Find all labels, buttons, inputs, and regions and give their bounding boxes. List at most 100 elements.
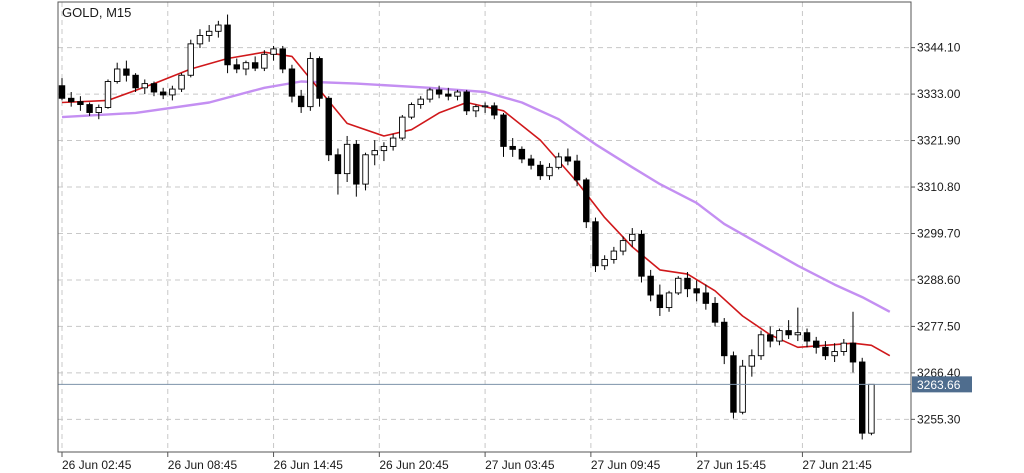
candle (196, 29, 204, 49)
candle-body (113, 68, 121, 82)
candle (141, 79, 148, 95)
candle-body (546, 166, 553, 177)
candle (803, 328, 811, 348)
candle (270, 45, 277, 61)
candle-body (454, 91, 461, 97)
candle-body (380, 145, 388, 152)
candle (132, 73, 139, 92)
candle (500, 112, 507, 157)
candle (527, 154, 535, 170)
candle-body (224, 24, 231, 66)
candle-body (583, 179, 590, 223)
ma-slow-line (61, 80, 891, 313)
candle-body (619, 240, 627, 252)
moving-averages (61, 51, 891, 357)
time-tick-label: 27 Jun 15:45 (697, 458, 767, 472)
candle-body (445, 93, 452, 97)
candle-body (610, 250, 618, 260)
candle (123, 60, 130, 82)
candle-body (408, 104, 415, 118)
candle-body (748, 355, 756, 367)
candle-body (757, 334, 765, 357)
candle-body (491, 105, 498, 116)
candle-body (776, 330, 783, 342)
candlesticks (58, 14, 875, 440)
candle (343, 135, 351, 182)
candle (187, 39, 194, 78)
candle (638, 230, 645, 283)
time-tick-label: 27 Jun 21:45 (802, 458, 872, 472)
candle-body (251, 62, 259, 69)
candle (159, 87, 167, 100)
candle-body (803, 332, 811, 342)
time-tick-label: 26 Jun 08:45 (168, 458, 238, 472)
candle-body (178, 74, 185, 90)
candle (518, 146, 526, 164)
candle (481, 102, 489, 113)
candle-body (288, 68, 296, 97)
candle-body (573, 160, 581, 181)
candle-body (77, 101, 84, 106)
candle-body (500, 114, 507, 147)
price-axis[interactable]: 3344.10 3333.00 3321.90 3310.80 3299.70 3288.… (911, 41, 972, 427)
candle-body (601, 258, 608, 267)
candle-body (656, 294, 664, 309)
candle (730, 351, 737, 419)
candle-body (132, 74, 139, 89)
price-tick-label: 3321.90 (917, 134, 961, 148)
candle-body (353, 143, 360, 185)
candle (748, 349, 756, 377)
chart-title: GOLD, M15 (62, 5, 131, 20)
candle-body (592, 221, 599, 267)
time-axis[interactable]: 26 Jun 02:45 26 Jun 08:45 26 Jun 14:45 26 J… (61, 452, 872, 472)
candle (77, 96, 84, 111)
candle (178, 73, 185, 92)
candle-body (831, 351, 838, 357)
candle (675, 276, 682, 296)
candle (325, 96, 332, 162)
candle (794, 307, 802, 342)
candle-body (389, 137, 397, 147)
candle (702, 284, 710, 310)
candle-body (58, 85, 66, 99)
candle (509, 138, 516, 157)
candle (150, 81, 158, 97)
candle (399, 115, 406, 141)
chart-frame (57, 1, 912, 453)
candle (104, 79, 112, 109)
candle-body (702, 292, 710, 304)
candle-body (481, 105, 489, 108)
candle (389, 133, 397, 151)
price-tick-label: 3333.00 (917, 87, 961, 101)
candle (601, 255, 608, 270)
time-tick-label: 27 Jun 03:45 (485, 458, 555, 472)
candle (371, 140, 378, 166)
candle (435, 85, 443, 99)
candle-body (362, 154, 369, 185)
candle-body (297, 95, 305, 108)
candle-body (399, 116, 406, 139)
candle (849, 311, 857, 373)
candle-body (638, 233, 645, 277)
candle-body (822, 346, 829, 357)
candle (610, 246, 618, 264)
candle (169, 85, 176, 101)
candle (757, 330, 765, 360)
candle-body (858, 361, 866, 434)
candle (592, 217, 599, 272)
candle (445, 87, 452, 101)
price-tick-label: 3288.60 (917, 273, 961, 287)
price-tick-label: 3299.70 (917, 226, 961, 240)
candle (297, 89, 305, 113)
candle-body (794, 332, 802, 336)
candle-body (86, 104, 93, 113)
candle (288, 64, 296, 103)
price-tick-label: 3310.80 (917, 180, 961, 194)
candle-body (767, 334, 774, 342)
candle-body (307, 58, 314, 108)
candle (362, 152, 369, 191)
time-tick-label: 26 Jun 14:45 (274, 458, 344, 472)
bid-price-badge (912, 376, 972, 393)
